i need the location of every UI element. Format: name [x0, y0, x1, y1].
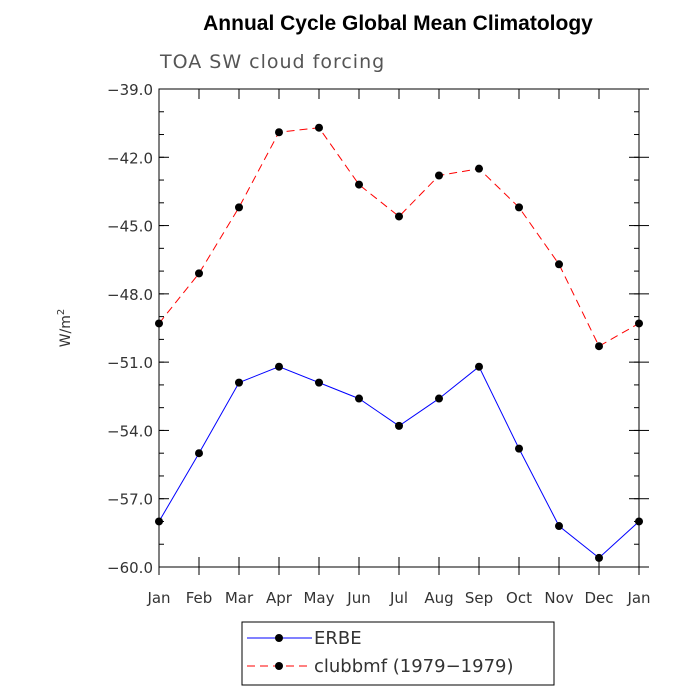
legend-clubbmf-marker [275, 662, 283, 670]
x-tick-label: Nov [544, 589, 573, 607]
y-axis-label: W/m2 [56, 309, 74, 348]
legend: ERBE clubbmf (1979−1979) [241, 621, 555, 686]
series-1-point [595, 342, 603, 351]
series-line-0 [158, 365, 640, 559]
legend-clubbmf-label: clubbmf (1979−1979) [314, 656, 514, 677]
series-0-point [235, 378, 243, 387]
x-tick-label: Mar [225, 589, 254, 607]
y-tick-label: −39.0 [107, 81, 153, 99]
series-1-point [235, 203, 243, 212]
series-1-point [555, 260, 563, 269]
chart-subtitle: TOA SW cloud forcing [159, 51, 385, 73]
series-1-point [395, 212, 403, 221]
series-1-point [155, 319, 163, 328]
x-axis: Jan Feb Mar Apr May Jun Jul Aug Sep Oct Nov Dec Jan [146, 89, 651, 607]
series-1-point [475, 164, 483, 173]
x-tick-label: Jan [146, 589, 170, 607]
plot-frame [158, 88, 640, 568]
series-1-point [275, 128, 283, 137]
series-1-point [515, 203, 523, 212]
series-1-point [355, 180, 363, 189]
x-tick-label: Jun [346, 589, 370, 607]
series-0-point [435, 394, 443, 403]
y-tick-label: −48.0 [107, 286, 153, 304]
y-tick-label: −42.0 [107, 149, 153, 167]
series-layer [155, 123, 643, 562]
x-tick-label: Feb [186, 589, 213, 607]
series-1-point [635, 319, 643, 328]
chart-title: Annual Cycle Global Mean Climatology [203, 12, 593, 35]
series-1-point [195, 269, 203, 278]
y-tick-label: −60.0 [107, 559, 153, 577]
series-0-point [275, 362, 283, 371]
legend-erbe-label: ERBE [314, 628, 362, 649]
series-0-point [555, 522, 563, 531]
x-tick-label: Sep [465, 589, 493, 607]
series-0-point [195, 449, 203, 458]
minor-ticks [159, 88, 639, 568]
series-1-point [435, 171, 443, 180]
x-tick-label: May [303, 589, 334, 607]
series-0-point [635, 517, 643, 526]
series-0-point [315, 378, 323, 387]
legend-box [241, 621, 555, 686]
y-tick-label: −51.0 [107, 354, 153, 372]
x-tick-label: Jul [389, 589, 408, 607]
series-0-point [595, 553, 603, 562]
y-axis: −39.0 −42.0 −45.0 −48.0 −51.0 −54.0 −57.0 −60.0 [107, 81, 649, 577]
y-axis-label-text: W/m [58, 315, 74, 347]
series-0-point [395, 421, 403, 430]
y-tick-label: −54.0 [107, 422, 153, 440]
x-tick-label: Dec [584, 589, 613, 607]
y-tick-label: −45.0 [107, 218, 153, 236]
series-1-point [315, 123, 323, 132]
series-0-point [475, 362, 483, 371]
x-tick-label: Aug [424, 589, 453, 607]
series-0-point [355, 394, 363, 403]
x-tick-label: Apr [266, 589, 293, 607]
x-tick-label: Oct [506, 589, 532, 607]
series-0-point [155, 517, 163, 526]
series-line-1 [158, 127, 640, 347]
series-0-point [515, 444, 523, 453]
legend-erbe-marker [275, 634, 283, 642]
y-tick-label: −57.0 [107, 491, 153, 509]
y-axis-label-superscript: 2 [56, 309, 67, 315]
x-tick-label: Jan [626, 589, 650, 607]
